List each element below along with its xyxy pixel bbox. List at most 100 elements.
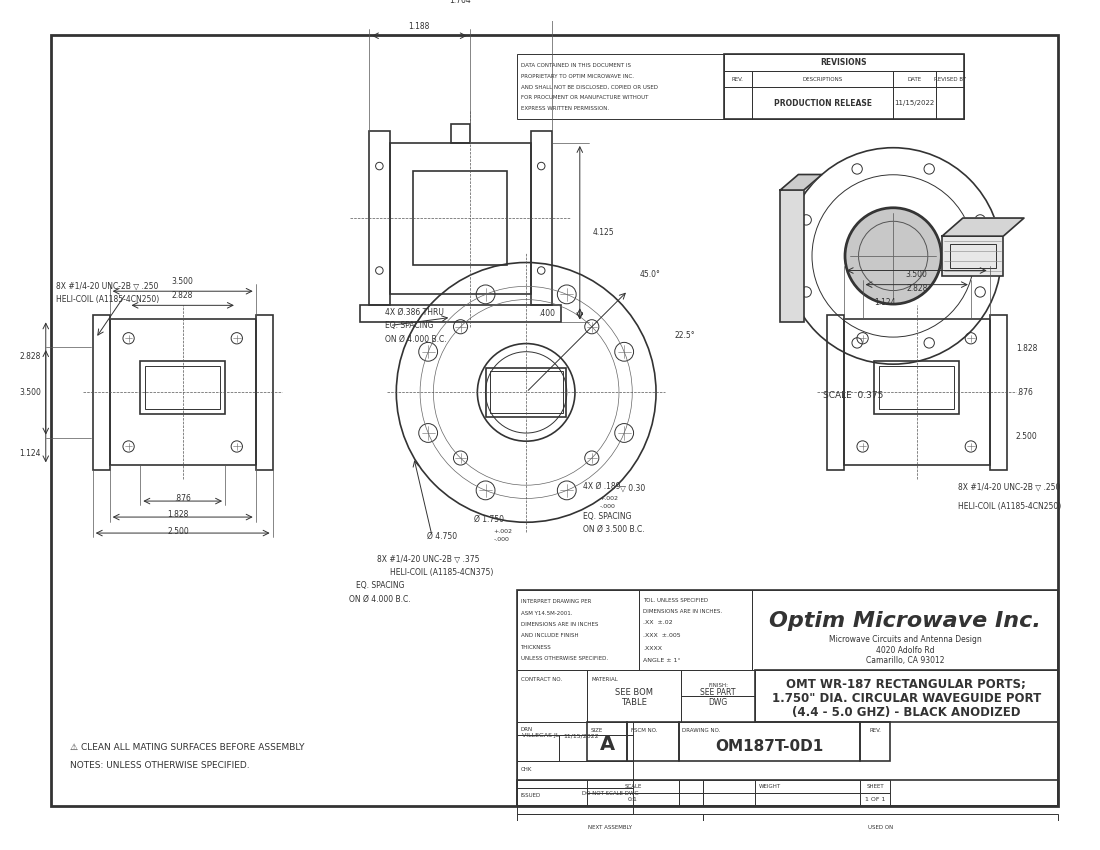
Text: OMT WR-187 RECTANGULAR PORTS;: OMT WR-187 RECTANGULAR PORTS; xyxy=(786,678,1026,691)
Bar xyxy=(360,305,561,322)
Bar xyxy=(517,54,724,120)
Text: UNLESS OTHERWISE SPECIFIED.: UNLESS OTHERWISE SPECIFIED. xyxy=(520,656,607,660)
Text: Ø 4.750: Ø 4.750 xyxy=(428,531,458,541)
Bar xyxy=(517,841,1058,850)
Text: 3.500: 3.500 xyxy=(19,388,41,397)
Text: EQ. SPACING: EQ. SPACING xyxy=(583,513,631,521)
Text: SEE PART
DWG: SEE PART DWG xyxy=(701,688,736,707)
Text: 4X Ø.386 THRU: 4X Ø.386 THRU xyxy=(385,308,444,316)
Text: .400: .400 xyxy=(538,309,556,318)
Text: WEIGHT: WEIGHT xyxy=(758,785,781,789)
Text: VILLEGAS JL: VILLEGAS JL xyxy=(522,733,560,738)
Bar xyxy=(517,788,632,814)
Text: .XXXX: .XXXX xyxy=(642,647,662,651)
Bar xyxy=(724,88,752,120)
Text: +.002: +.002 xyxy=(600,496,618,501)
Bar xyxy=(517,735,559,762)
Text: ON Ø 4.000 B.C.: ON Ø 4.000 B.C. xyxy=(350,594,411,604)
Bar xyxy=(703,780,755,807)
Text: 8X #1/4-20 UNC-2B ▽ .250: 8X #1/4-20 UNC-2B ▽ .250 xyxy=(957,483,1060,491)
Text: .XX  ±.02: .XX ±.02 xyxy=(642,620,672,625)
Text: REV.: REV. xyxy=(732,76,744,82)
Text: 1.188: 1.188 xyxy=(409,22,430,31)
Text: REV.: REV. xyxy=(869,728,881,734)
Text: CONTRACT NO.: CONTRACT NO. xyxy=(520,677,562,682)
Text: -.000: -.000 xyxy=(493,537,509,542)
Bar xyxy=(752,71,893,88)
Text: Camarillo, CA 93012: Camarillo, CA 93012 xyxy=(866,656,944,665)
Text: 11/15/2022: 11/15/2022 xyxy=(894,100,935,106)
Text: 1.124: 1.124 xyxy=(873,298,895,307)
Bar xyxy=(368,131,389,305)
Text: AND INCLUDE FINISH: AND INCLUDE FINISH xyxy=(520,633,579,638)
Bar xyxy=(681,696,755,722)
Text: 8X #1/4-20 UNC-2B ▽ .375: 8X #1/4-20 UNC-2B ▽ .375 xyxy=(377,555,480,564)
Text: SCALE  0.375: SCALE 0.375 xyxy=(823,391,883,399)
Bar xyxy=(517,762,632,788)
Bar xyxy=(942,236,1003,275)
Text: ON Ø 3.500 B.C.: ON Ø 3.500 B.C. xyxy=(583,524,645,534)
Bar xyxy=(935,71,964,88)
Text: -.000: -.000 xyxy=(600,504,615,509)
Bar xyxy=(893,88,935,120)
Text: FINISH:: FINISH: xyxy=(708,683,728,689)
Bar xyxy=(451,124,470,143)
Text: 4.125: 4.125 xyxy=(593,228,614,237)
Text: A: A xyxy=(600,735,615,754)
Text: AND SHALL NOT BE DISCLOSED, COPIED OR USED: AND SHALL NOT BE DISCLOSED, COPIED OR US… xyxy=(521,85,659,89)
Bar xyxy=(517,590,1058,807)
Text: 0:1: 0:1 xyxy=(628,797,638,802)
Text: HELI-COIL (A1185-4CN375): HELI-COIL (A1185-4CN375) xyxy=(389,568,493,577)
Text: (4.4 - 5.0 GHZ) - BLACK ANODIZED: (4.4 - 5.0 GHZ) - BLACK ANODIZED xyxy=(792,706,1021,719)
Bar xyxy=(755,670,1058,722)
Text: 1.828: 1.828 xyxy=(1016,344,1037,353)
Text: 2.828: 2.828 xyxy=(20,352,41,361)
Text: HELI-COIL (A1185-4CN250): HELI-COIL (A1185-4CN250) xyxy=(56,295,158,304)
Text: THICKNESS: THICKNESS xyxy=(520,644,551,649)
Bar xyxy=(752,88,893,120)
Bar xyxy=(879,366,955,409)
Bar xyxy=(844,320,990,465)
Text: 1.124: 1.124 xyxy=(20,449,41,458)
Text: INTERPRET DRAWING PER: INTERPRET DRAWING PER xyxy=(520,599,591,604)
Text: NOTES: UNLESS OTHERWISE SPECIFIED.: NOTES: UNLESS OTHERWISE SPECIFIED. xyxy=(69,762,250,770)
Bar xyxy=(990,314,1006,470)
Bar xyxy=(827,314,844,470)
Bar xyxy=(517,670,587,722)
Text: DRAWING NO.: DRAWING NO. xyxy=(682,728,720,734)
Text: DATE: DATE xyxy=(908,76,922,82)
Bar xyxy=(587,670,681,722)
Bar xyxy=(517,722,632,735)
Bar xyxy=(780,190,804,322)
Text: .876: .876 xyxy=(1016,388,1033,397)
Bar xyxy=(531,131,551,305)
Text: ANGLE ± 1°: ANGLE ± 1° xyxy=(642,658,681,663)
Bar xyxy=(490,371,563,413)
Text: MATERIAL: MATERIAL xyxy=(591,677,618,682)
Text: ⚠ CLEAN ALL MATING SURFACES BEFORE ASSEMBLY: ⚠ CLEAN ALL MATING SURFACES BEFORE ASSEM… xyxy=(69,743,305,751)
Text: EQ. SPACING: EQ. SPACING xyxy=(356,581,405,591)
Bar xyxy=(517,814,703,841)
Text: 45.0°: 45.0° xyxy=(639,270,660,279)
Bar xyxy=(639,590,752,670)
Bar xyxy=(559,735,632,762)
Bar xyxy=(627,722,679,762)
Text: 2.500: 2.500 xyxy=(167,527,189,536)
Text: SCALE: SCALE xyxy=(625,785,641,789)
Text: 4X Ø .189: 4X Ø .189 xyxy=(583,481,620,490)
Bar xyxy=(679,793,860,807)
Text: SIZE: SIZE xyxy=(591,728,603,734)
Text: Microwave Circuits and Antenna Design: Microwave Circuits and Antenna Design xyxy=(828,635,981,644)
Text: 1.764: 1.764 xyxy=(450,0,471,5)
Bar xyxy=(679,780,860,793)
Text: +.002: +.002 xyxy=(493,529,513,534)
Bar xyxy=(893,71,935,88)
Text: FSCM NO.: FSCM NO. xyxy=(630,728,657,734)
Bar xyxy=(110,320,255,465)
Text: ▽ 0.30: ▽ 0.30 xyxy=(620,484,646,492)
Bar xyxy=(681,670,755,696)
Text: 22.5°: 22.5° xyxy=(674,331,695,340)
Bar xyxy=(587,780,679,793)
Text: OM187T-0D1: OM187T-0D1 xyxy=(715,739,824,754)
Text: 8X #1/4-20 UNC-2B ▽ .250: 8X #1/4-20 UNC-2B ▽ .250 xyxy=(56,282,158,291)
